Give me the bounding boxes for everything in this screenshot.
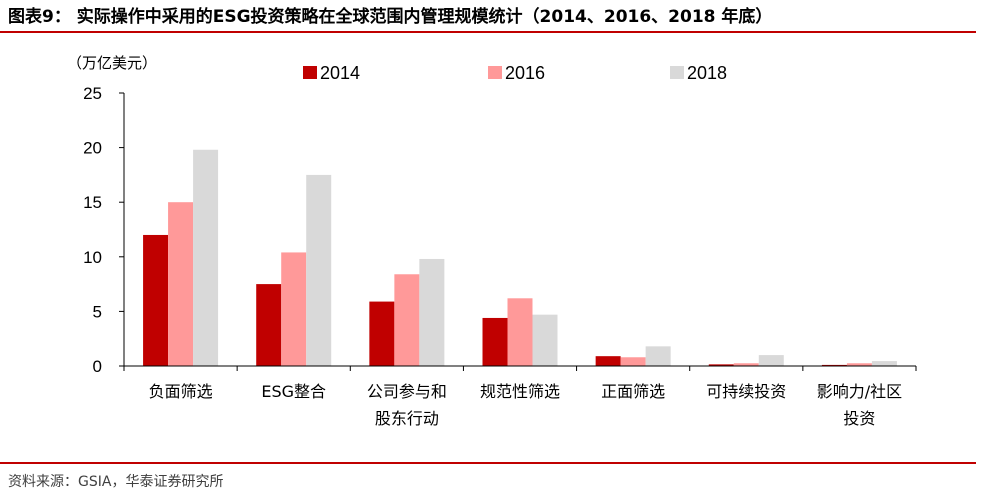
bar-2016 [168, 202, 194, 366]
y-tick-label: 10 [83, 248, 102, 267]
x-category-label: ESG整合 [261, 382, 326, 401]
bar-2018 [306, 174, 332, 366]
y-tick-label: 0 [93, 357, 102, 376]
bar-2014 [708, 364, 734, 366]
x-category-label: 公司参与和 [367, 382, 447, 401]
legend-swatch-2018 [670, 66, 684, 79]
legend-label: 2018 [687, 63, 727, 83]
figure-title: 图表9： 实际操作中采用的ESG投资策略在全球范围内管理规模统计（2014、20… [8, 7, 773, 27]
bar-2016 [394, 274, 420, 366]
bar-2018 [532, 314, 558, 366]
legend-swatch-2014 [303, 66, 317, 79]
legend-swatch-2016 [488, 66, 502, 79]
legend-label: 2016 [505, 63, 545, 83]
bar-2016 [620, 357, 646, 366]
bar-2016 [846, 363, 872, 366]
x-category-label: 投资 [843, 409, 875, 428]
bar-2016 [507, 298, 533, 366]
x-category-label: 规范性筛选 [480, 382, 560, 401]
bar-2014 [595, 356, 621, 366]
source-note: 资料来源：GSIA，华泰证券研究所 [8, 474, 224, 490]
bar-2014 [369, 301, 395, 366]
x-category-label: 正面筛选 [601, 382, 665, 401]
bar-2018 [645, 346, 671, 366]
bar-2014 [821, 364, 847, 366]
bar-2018 [871, 361, 897, 366]
y-tick-label: 20 [83, 139, 102, 158]
bar-2018 [193, 149, 219, 366]
bar-chart: （万亿美元） 2014 2016 2018 0 5 10 15 20 25 负面筛选 ESG整合… [67, 54, 917, 428]
title-rule [0, 31, 976, 33]
x-category-label: 负面筛选 [149, 382, 213, 401]
y-tick-label: 5 [93, 302, 102, 321]
y-tick-label: 25 [83, 84, 102, 103]
bar-2014 [143, 234, 169, 366]
x-category-label: 股东行动 [375, 409, 439, 428]
bar-2014 [482, 317, 508, 366]
bar-2018 [419, 258, 445, 366]
unit-label: （万亿美元） [67, 54, 157, 72]
y-axis: 0 5 10 15 20 25 [83, 84, 125, 376]
y-tick-label: 15 [83, 193, 102, 212]
bars [143, 149, 897, 366]
bar-2014 [256, 284, 282, 366]
bar-2018 [758, 355, 784, 366]
x-category-label: 可持续投资 [706, 382, 786, 401]
legend-label: 2014 [320, 63, 360, 83]
legend: 2014 2016 2018 [303, 63, 727, 83]
source-rule [0, 462, 976, 464]
x-category-label: 影响力/社区 [817, 382, 902, 401]
bar-2016 [281, 252, 307, 366]
bar-2016 [733, 363, 759, 366]
